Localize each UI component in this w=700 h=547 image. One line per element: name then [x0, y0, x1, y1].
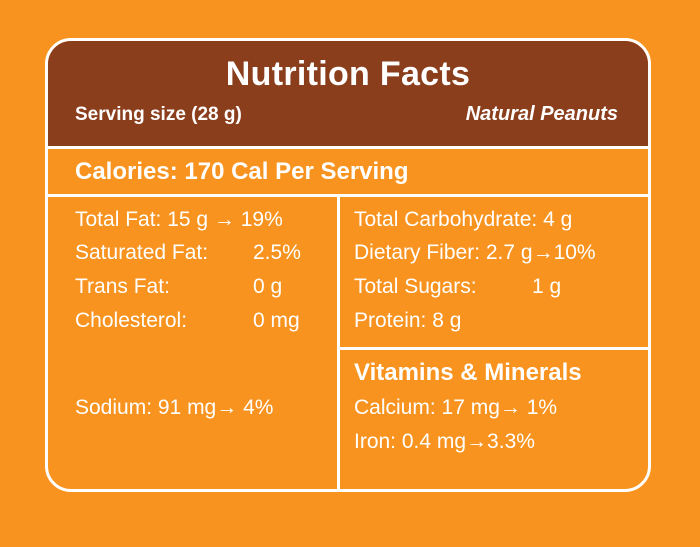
nutrition-facts-card: Nutrition Facts Serving size (28 g) Natu… [45, 38, 651, 492]
saturated-fat-value: 2.5% [253, 241, 301, 264]
calories-text: Calories: 170 Cal Per Serving [75, 158, 409, 185]
vitamins-heading: Vitamins & Minerals [354, 359, 582, 386]
serving-size: Serving size (28 g) [75, 104, 242, 125]
sodium: Sodium: 91 mg→ 4% [75, 396, 274, 419]
total-carbohydrate: Total Carbohydrate: 4 g [354, 208, 573, 231]
column-divider [337, 197, 340, 489]
calcium: Calcium: 17 mg→ 1% [354, 396, 558, 419]
iron: Iron: 0.4 mg→3.3% [354, 430, 535, 453]
vitamins-divider [340, 347, 648, 350]
trans-fat-row: Trans Fat: 0 g [75, 275, 282, 299]
cholesterol-value: 0 mg [253, 309, 300, 332]
cholesterol-label: Cholesterol: [75, 309, 188, 332]
calories-row: Calories: 170 Cal Per Serving [48, 149, 648, 197]
protein: Protein: 8 g [354, 309, 462, 332]
total-sugars-row: Total Sugars: 1 g [354, 275, 561, 299]
trans-fat-label: Trans Fat: [75, 275, 170, 298]
nutrition-header: Nutrition Facts Serving size (28 g) Natu… [48, 41, 648, 149]
total-sugars-label: Total Sugars: [354, 275, 477, 298]
saturated-fat-label: Saturated Fat: [75, 241, 209, 264]
total-sugars-value: 1 g [532, 275, 562, 298]
nutrition-title: Nutrition Facts [225, 55, 471, 93]
dietary-fiber: Dietary Fiber: 2.7 g→10% [354, 241, 596, 264]
saturated-fat-row: Saturated Fat: 2.5% [75, 241, 301, 265]
product-name: Natural Peanuts [465, 103, 618, 125]
total-fat: Total Fat: 15 g → 19% [75, 208, 283, 231]
trans-fat-value: 0 g [253, 275, 283, 298]
cholesterol-row: Cholesterol: 0 mg [75, 309, 300, 333]
